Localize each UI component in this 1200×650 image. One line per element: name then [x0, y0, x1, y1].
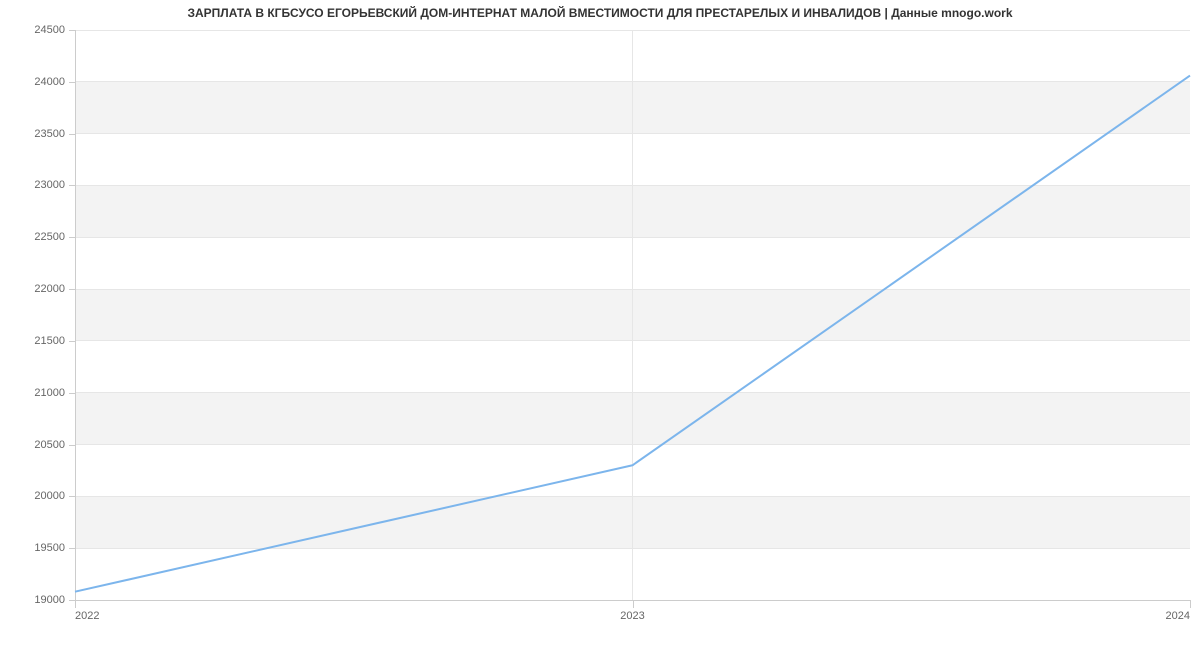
x-tick-mark — [75, 600, 76, 608]
y-tick-label: 23000 — [5, 179, 65, 191]
series-layer — [75, 30, 1190, 600]
y-tick-label: 24000 — [5, 76, 65, 88]
y-tick-label: 19000 — [5, 594, 65, 606]
plot-area: 1900019500200002050021000215002200022500… — [75, 30, 1190, 600]
y-tick-label: 20500 — [5, 439, 65, 451]
chart-title: ЗАРПЛАТА В КГБСУСО ЕГОРЬЕВСКИЙ ДОМ-ИНТЕР… — [0, 6, 1200, 20]
y-tick-label: 22500 — [5, 231, 65, 243]
y-tick-label: 19500 — [5, 542, 65, 554]
x-tick-label: 2023 — [620, 610, 644, 622]
x-tick-mark — [633, 600, 634, 608]
salary-line-chart: ЗАРПЛАТА В КГБСУСО ЕГОРЬЕВСКИЙ ДОМ-ИНТЕР… — [0, 0, 1200, 650]
x-tick-label: 2024 — [1166, 610, 1190, 622]
y-tick-label: 20000 — [5, 490, 65, 502]
y-tick-label: 21000 — [5, 387, 65, 399]
y-tick-label: 22000 — [5, 283, 65, 295]
x-tick-label: 2022 — [75, 610, 99, 622]
y-tick-label: 21500 — [5, 335, 65, 347]
y-tick-label: 24500 — [5, 24, 65, 36]
x-tick-mark — [1190, 600, 1191, 608]
y-tick-label: 23500 — [5, 128, 65, 140]
salary-line — [75, 76, 1190, 592]
